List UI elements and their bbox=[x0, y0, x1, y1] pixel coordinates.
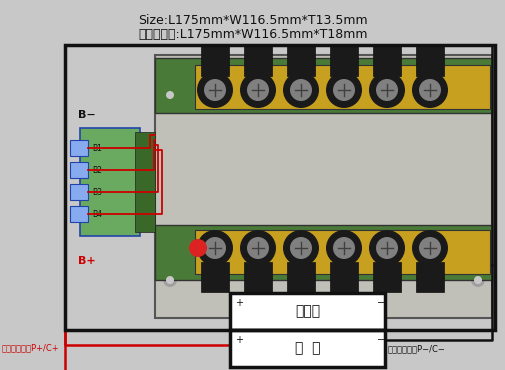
Circle shape bbox=[289, 237, 312, 259]
Circle shape bbox=[166, 91, 174, 99]
Text: 充电器: 充电器 bbox=[294, 305, 320, 319]
Circle shape bbox=[196, 230, 232, 266]
Bar bbox=[70, 162, 88, 178]
Circle shape bbox=[204, 237, 226, 259]
Text: B2: B2 bbox=[92, 165, 102, 175]
Bar bbox=[155, 55, 491, 318]
Circle shape bbox=[189, 239, 207, 257]
Bar bbox=[135, 132, 155, 232]
Circle shape bbox=[418, 237, 440, 259]
Text: Size:L175mm*W116.5mm*T13.5mm: Size:L175mm*W116.5mm*T13.5mm bbox=[138, 14, 367, 27]
Text: 加螺丝尺寸:L175mm*W116.5mm*T18mm: 加螺丝尺寸:L175mm*W116.5mm*T18mm bbox=[138, 28, 367, 41]
Circle shape bbox=[239, 230, 275, 266]
Bar bbox=[200, 262, 229, 292]
Bar bbox=[194, 230, 489, 274]
Bar bbox=[286, 262, 315, 292]
Text: +: + bbox=[234, 335, 242, 345]
Text: B4: B4 bbox=[92, 209, 102, 219]
Bar bbox=[372, 46, 400, 76]
Bar bbox=[372, 262, 400, 292]
Bar bbox=[243, 262, 272, 292]
Circle shape bbox=[325, 72, 361, 108]
Circle shape bbox=[289, 79, 312, 101]
Bar bbox=[286, 46, 315, 76]
Bar bbox=[329, 46, 358, 76]
Circle shape bbox=[470, 88, 484, 102]
Text: −: − bbox=[376, 335, 384, 345]
Circle shape bbox=[470, 273, 484, 287]
Circle shape bbox=[418, 79, 440, 101]
Bar bbox=[65, 45, 494, 330]
Bar bbox=[200, 46, 229, 76]
Text: +: + bbox=[234, 298, 242, 308]
Circle shape bbox=[246, 237, 269, 259]
Bar bbox=[80, 128, 140, 236]
Circle shape bbox=[332, 79, 355, 101]
Circle shape bbox=[282, 72, 318, 108]
Circle shape bbox=[204, 79, 226, 101]
Circle shape bbox=[411, 230, 447, 266]
Circle shape bbox=[166, 276, 174, 284]
Text: B+: B+ bbox=[78, 256, 95, 266]
Bar bbox=[70, 206, 88, 222]
Text: B1: B1 bbox=[92, 144, 102, 152]
Circle shape bbox=[196, 72, 232, 108]
Bar bbox=[230, 293, 384, 330]
Circle shape bbox=[332, 237, 355, 259]
Circle shape bbox=[473, 91, 481, 99]
Bar bbox=[194, 65, 489, 109]
Circle shape bbox=[411, 72, 447, 108]
Circle shape bbox=[473, 276, 481, 284]
Circle shape bbox=[163, 273, 177, 287]
Bar bbox=[329, 262, 358, 292]
Circle shape bbox=[239, 72, 275, 108]
Text: 输出输入负极P−/C−: 输出输入负极P−/C− bbox=[387, 344, 445, 353]
Text: 输出输入正极P+/C+: 输出输入正极P+/C+ bbox=[2, 343, 60, 353]
Circle shape bbox=[163, 88, 177, 102]
Bar bbox=[415, 262, 443, 292]
Circle shape bbox=[375, 237, 397, 259]
Bar bbox=[70, 140, 88, 156]
Text: B3: B3 bbox=[92, 188, 102, 196]
Circle shape bbox=[246, 79, 269, 101]
Bar bbox=[70, 184, 88, 200]
Text: B−: B− bbox=[78, 110, 95, 120]
Bar bbox=[230, 330, 384, 367]
Bar bbox=[415, 46, 443, 76]
Circle shape bbox=[368, 72, 404, 108]
Bar bbox=[155, 225, 491, 280]
Text: −: − bbox=[376, 298, 384, 308]
Circle shape bbox=[375, 79, 397, 101]
Circle shape bbox=[325, 230, 361, 266]
Text: 负  载: 负 载 bbox=[294, 342, 320, 356]
Bar bbox=[155, 58, 491, 113]
Circle shape bbox=[282, 230, 318, 266]
Circle shape bbox=[368, 230, 404, 266]
Bar bbox=[243, 46, 272, 76]
